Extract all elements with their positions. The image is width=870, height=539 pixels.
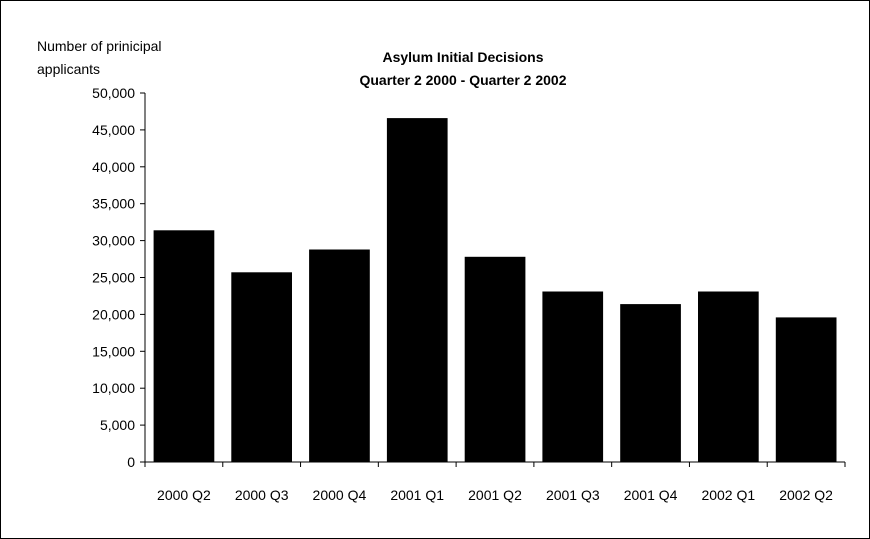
chart-title-line-1: Asylum Initial Decisions — [382, 49, 543, 65]
x-tick-label-4: 2001 Q2 — [468, 487, 522, 503]
y-tick-label-10: 50,000 — [92, 85, 135, 101]
bar-6 — [620, 304, 681, 462]
x-tick-label-2: 2000 Q4 — [313, 487, 367, 503]
y-tick-label-6: 30,000 — [92, 233, 135, 249]
y-tick-label-2: 10,000 — [92, 380, 135, 396]
y-tick-label-8: 40,000 — [92, 159, 135, 175]
x-tick-label-3: 2001 Q1 — [390, 487, 444, 503]
y-tick-label-5: 25,000 — [92, 270, 135, 286]
y-tick-label-7: 35,000 — [92, 196, 135, 212]
y-tick-label-0: 0 — [127, 454, 135, 470]
x-tick-label-7: 2002 Q1 — [701, 487, 755, 503]
bar-7 — [698, 291, 759, 462]
y-tick-label-3: 15,000 — [92, 343, 135, 359]
x-tick-label-1: 2000 Q3 — [235, 487, 289, 503]
x-tick-label-5: 2001 Q3 — [546, 487, 600, 503]
y-axis-label-line-2: applicants — [37, 61, 100, 77]
chart-title-line-2: Quarter 2 2000 - Quarter 2 2002 — [359, 72, 566, 88]
y-tick-label-4: 20,000 — [92, 306, 135, 322]
y-tick-label-1: 5,000 — [100, 417, 135, 433]
bar-2 — [309, 249, 370, 462]
bar-0 — [153, 230, 215, 462]
x-tick-label-6: 2001 Q4 — [624, 487, 678, 503]
bar-4 — [464, 256, 526, 462]
bar-3 — [386, 118, 448, 462]
bar-1 — [231, 272, 292, 462]
x-tick-label-8: 2002 Q2 — [779, 487, 833, 503]
y-axis-label-line-1: Number of prinicipal — [37, 38, 162, 54]
bar-8 — [775, 317, 837, 462]
x-tick-label-0: 2000 Q2 — [157, 487, 211, 503]
plot-area: 0 5,000 10,000 15,000 20,000 25,000 30,000 35,0… — [92, 85, 846, 503]
bar-5 — [542, 291, 604, 462]
y-tick-label-9: 45,000 — [92, 122, 135, 138]
